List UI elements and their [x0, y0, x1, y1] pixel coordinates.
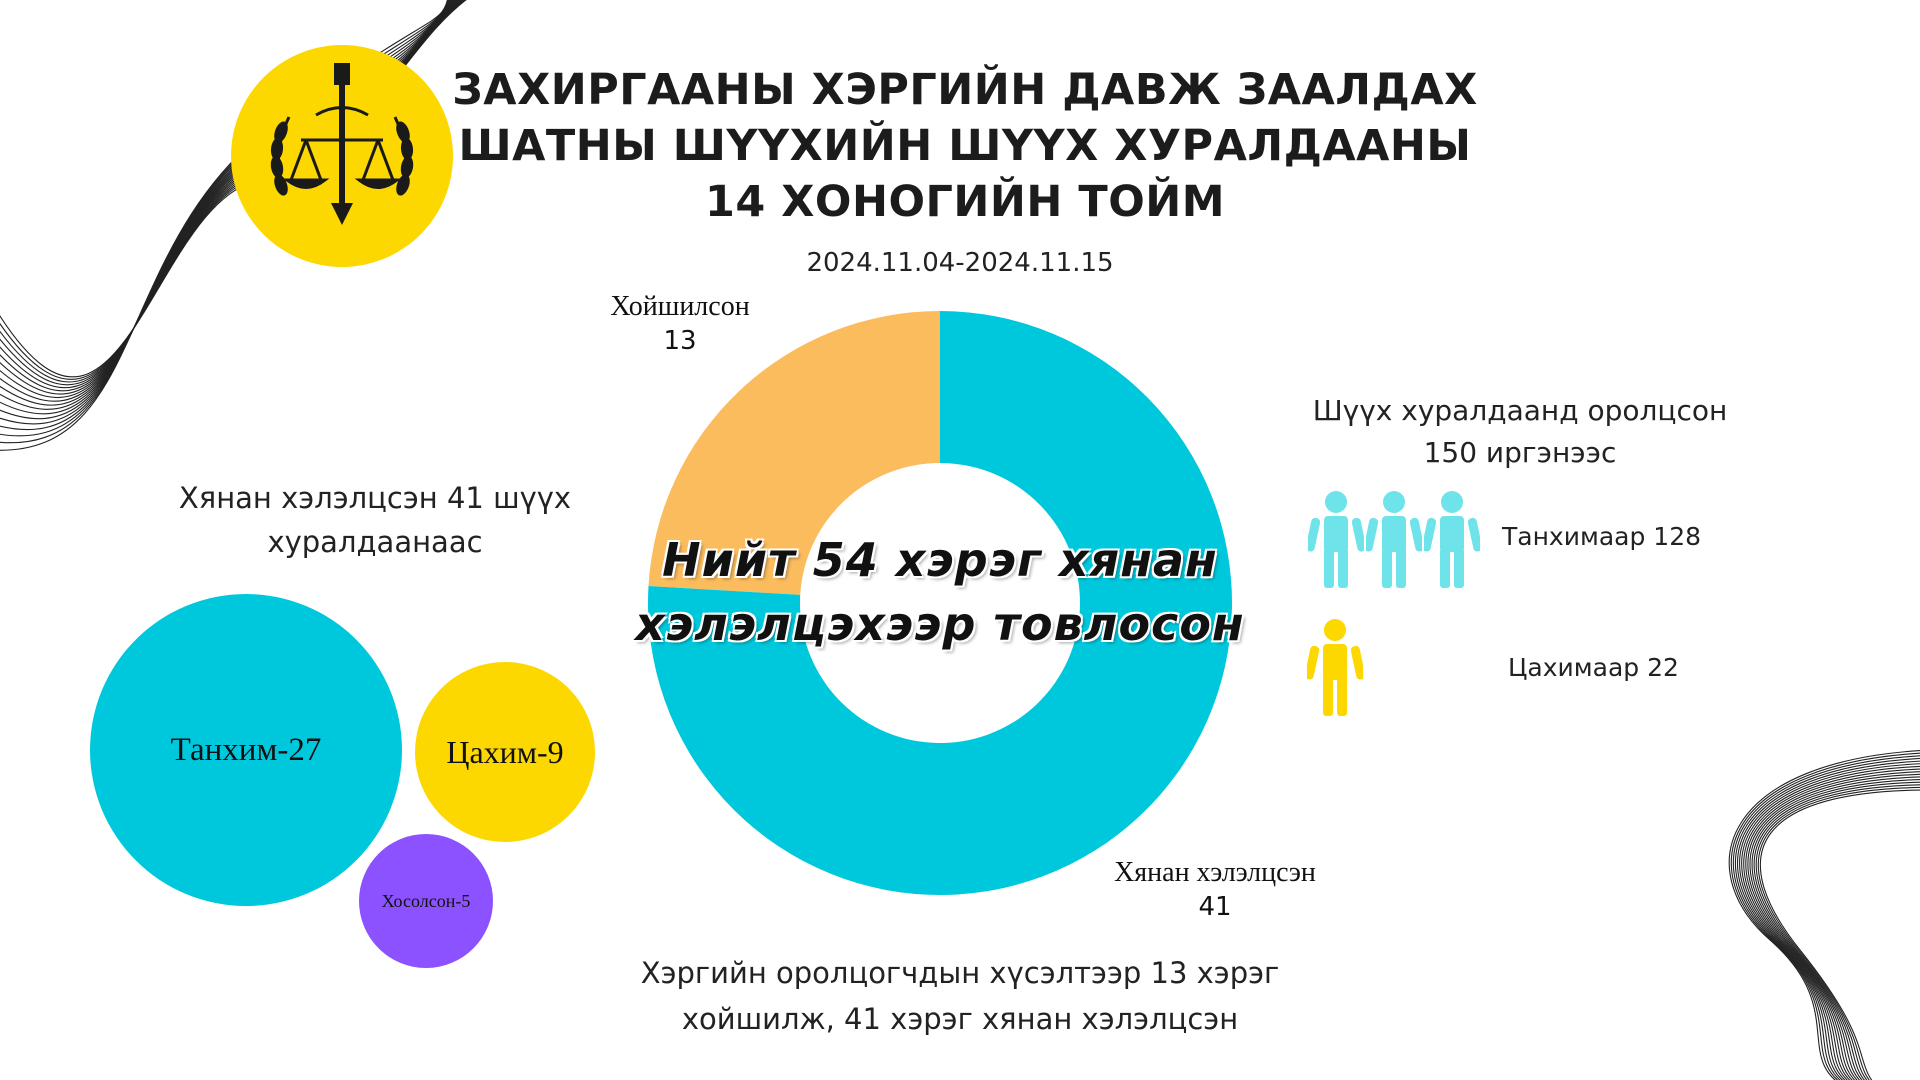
bubble-online: Цахим-9 — [415, 662, 595, 842]
online-count: Цахимаар 22 — [1508, 653, 1679, 682]
person-icon — [1366, 491, 1422, 588]
hearings-caption: Хянан хэлэлцсэн 41 шүүх хуралдаанаас — [150, 476, 600, 564]
participants-caption: Шүүх хуралдаанд оролцсон 150 иргэнээс — [1300, 390, 1740, 474]
donut-slice-reviewed — [648, 311, 1232, 895]
title-line-2: ШАТНЫ ШҮҮХИЙН ШҮҮХ ХУРАЛДААНЫ — [458, 121, 1472, 171]
wave-decoration-right — [1728, 750, 1920, 1080]
summary-caption: Хэргийн оролцогчдын хүсэлтээр 13 хэрэг х… — [560, 950, 1360, 1042]
center-text-line-1: Нийт 54 хэрэг хянан — [662, 533, 1218, 587]
person-icon — [1308, 491, 1364, 588]
donut-slice-postponed — [648, 311, 940, 595]
court-emblem-icon — [231, 45, 453, 267]
bubble-hybrid-label: Хосолсон-5 — [381, 890, 471, 911]
person-icon — [1424, 491, 1480, 588]
donut-label-reviewed: Хянан хэлэлцсэн 41 — [1090, 856, 1340, 924]
postponed-label: Хойшилсон — [610, 291, 750, 322]
hearings-caption-line-2: хуралдаанаас — [267, 525, 483, 559]
summary-caption-line-2: хойшилж, 41 хэрэг хянан хэлэлцсэн — [681, 1002, 1239, 1036]
center-text-line-2: хэлэлцэхээр товлосон — [635, 597, 1245, 651]
in-person-count: Танхимаар 128 — [1502, 522, 1702, 551]
summary-caption-line-1: Хэргийн оролцогчдын хүсэлтээр 13 хэрэг — [640, 956, 1280, 990]
reviewed-label: Хянан хэлэлцсэн — [1114, 857, 1316, 888]
bubble-in-person: Танхим-27 — [90, 594, 402, 906]
donut-chart — [648, 311, 1232, 895]
date-range: 2024.11.04-2024.11.15 — [806, 248, 1114, 278]
participants-caption-line-1: Шүүх хуралдаанд оролцсон — [1312, 394, 1728, 427]
page-title: ЗАХИРГААНЫ ХЭРГИЙН ДАВЖ ЗААЛДАХ ШАТНЫ ШҮ… — [440, 62, 1490, 230]
person-icon — [1307, 619, 1363, 716]
postponed-value: 13 — [663, 326, 697, 356]
bubble-in-person-label: Танхим-27 — [170, 731, 322, 768]
donut-center-text: Нийт 54 хэрэг хянан хэлэлцэхээр товлосон — [620, 528, 1260, 656]
bubble-hybrid: Хосолсон-5 — [359, 834, 493, 968]
bubble-online-label: Цахим-9 — [446, 733, 564, 770]
title-line-3: 14 ХОНОГИЙН ТОЙМ — [704, 177, 1226, 227]
donut-label-postponed: Хойшилсон 13 — [570, 290, 790, 358]
participants-caption-line-2: 150 иргэнээс — [1423, 436, 1617, 469]
reviewed-value: 41 — [1198, 892, 1232, 922]
hearings-caption-line-1: Хянан хэлэлцсэн 41 шүүх — [178, 481, 572, 515]
title-line-1: ЗАХИРГААНЫ ХЭРГИЙН ДАВЖ ЗААЛДАХ — [452, 65, 1478, 115]
